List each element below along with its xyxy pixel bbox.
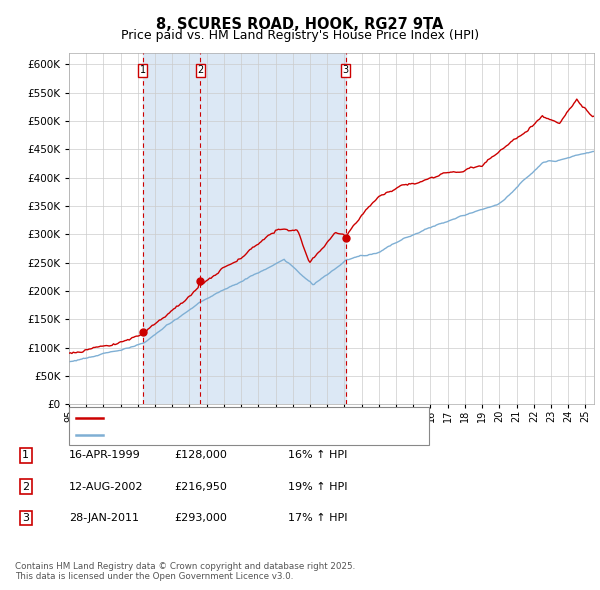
Text: 12-AUG-2002: 12-AUG-2002 xyxy=(69,482,143,491)
Text: HPI: Average price, semi-detached house, Hart: HPI: Average price, semi-detached house,… xyxy=(107,430,352,440)
Text: Price paid vs. HM Land Registry's House Price Index (HPI): Price paid vs. HM Land Registry's House … xyxy=(121,30,479,42)
Text: 17% ↑ HPI: 17% ↑ HPI xyxy=(288,513,347,523)
Text: 8, SCURES ROAD, HOOK, RG27 9TA (semi-detached house): 8, SCURES ROAD, HOOK, RG27 9TA (semi-det… xyxy=(107,413,415,423)
Text: 16% ↑ HPI: 16% ↑ HPI xyxy=(288,451,347,460)
Text: 3: 3 xyxy=(343,65,349,75)
Text: Contains HM Land Registry data © Crown copyright and database right 2025.
This d: Contains HM Land Registry data © Crown c… xyxy=(15,562,355,581)
Bar xyxy=(143,53,346,404)
Text: 19% ↑ HPI: 19% ↑ HPI xyxy=(288,482,347,491)
Text: £128,000: £128,000 xyxy=(174,451,227,460)
Text: 2: 2 xyxy=(22,482,29,491)
Text: £293,000: £293,000 xyxy=(174,513,227,523)
Text: 28-JAN-2011: 28-JAN-2011 xyxy=(69,513,139,523)
Text: 1: 1 xyxy=(22,451,29,460)
Text: 3: 3 xyxy=(22,513,29,523)
Text: £216,950: £216,950 xyxy=(174,482,227,491)
Text: 8, SCURES ROAD, HOOK, RG27 9TA: 8, SCURES ROAD, HOOK, RG27 9TA xyxy=(157,17,443,31)
Text: 16-APR-1999: 16-APR-1999 xyxy=(69,451,141,460)
Text: 2: 2 xyxy=(197,65,203,75)
Text: 1: 1 xyxy=(140,65,146,75)
